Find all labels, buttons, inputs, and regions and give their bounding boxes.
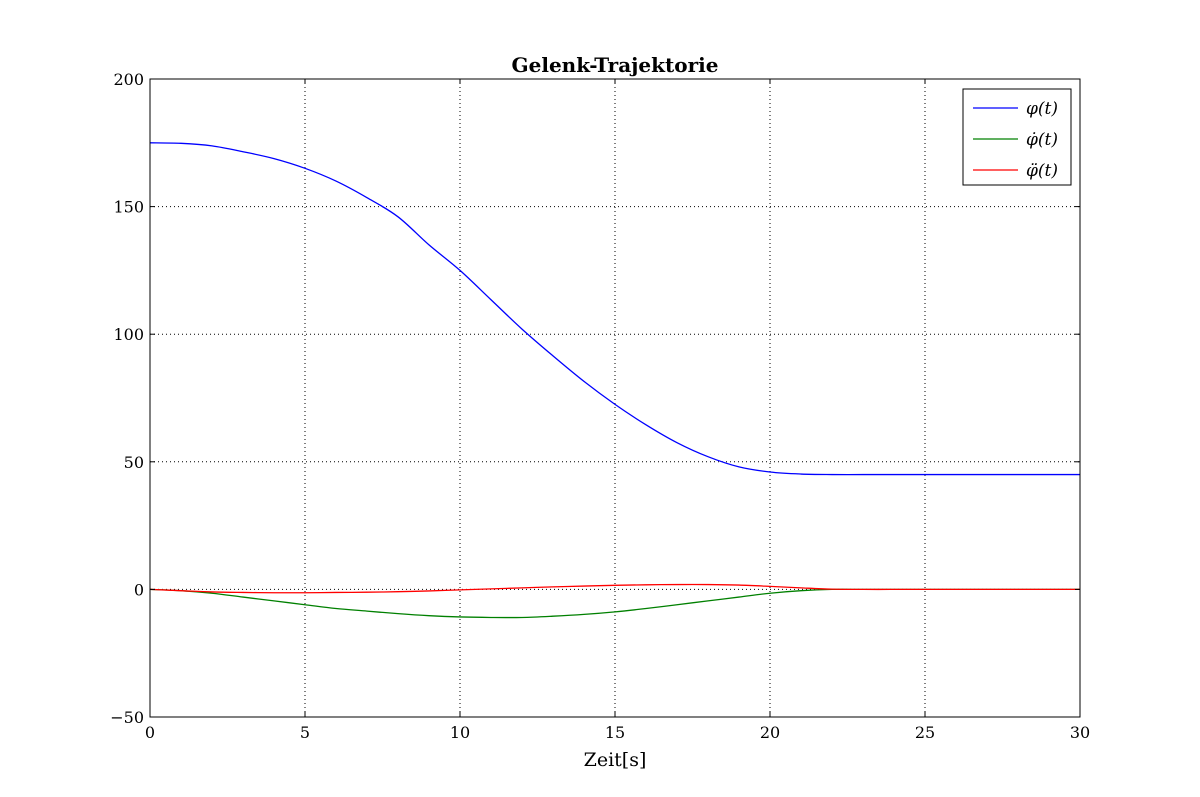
legend-label-phi-ddot: φ̈(t) <box>1026 161 1058 181</box>
x-tick-label: 20 <box>760 723 780 742</box>
x-tick-label: 15 <box>605 723 625 742</box>
y-tick-label: 50 <box>124 453 144 472</box>
y-tick-label: 150 <box>113 198 144 217</box>
x-tick-label: 30 <box>1070 723 1090 742</box>
series-lines <box>149 142 1080 619</box>
y-tick-label: 200 <box>113 70 144 89</box>
grid <box>150 79 1080 717</box>
x-axis-label: Zeit[s] <box>584 749 647 771</box>
legend-label-phi: φ(t) <box>1026 99 1058 119</box>
series-line-phi <box>149 142 1080 476</box>
chart-title: Gelenk-Trajektorie <box>512 53 719 77</box>
x-tick-label: 5 <box>300 723 310 742</box>
y-tick-label: 100 <box>113 325 144 344</box>
legend: φ(t) φ̇(t) φ̈(t) <box>962 88 1072 186</box>
y-tick-label: 0 <box>134 580 144 599</box>
legend-box <box>962 88 1072 186</box>
x-tick-label: 10 <box>450 723 470 742</box>
y-tick-label: −50 <box>110 708 144 727</box>
series-line-phi-ddot <box>149 583 1080 594</box>
x-tick-label: 25 <box>915 723 935 742</box>
x-tick-label: 0 <box>145 723 155 742</box>
legend-label-phi-dot: φ̇(t) <box>1026 130 1058 150</box>
plot-frame <box>149 78 1081 718</box>
